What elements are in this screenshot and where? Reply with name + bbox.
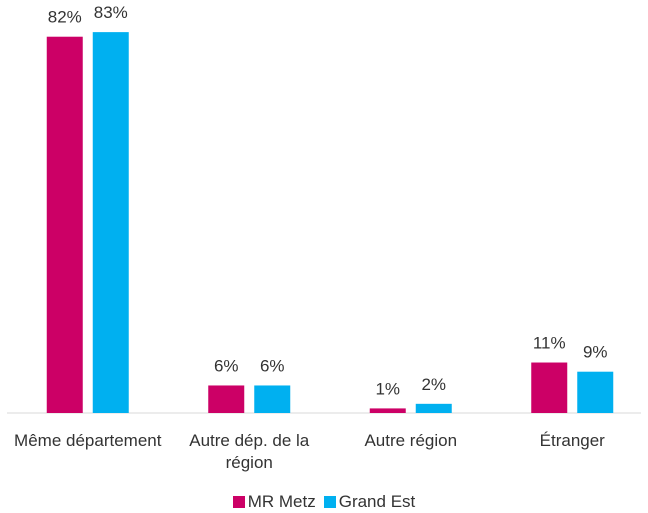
value-label: 2% (421, 375, 446, 394)
x-tick-label: Même département (14, 431, 162, 450)
legend-item: Grand Est (323, 492, 416, 512)
legend-swatch (323, 496, 336, 508)
bar (531, 362, 568, 413)
value-label: 82% (48, 8, 82, 27)
value-label: 11% (533, 334, 566, 353)
legend: MR Metz Grand Est (0, 492, 648, 512)
bar (92, 32, 129, 413)
bar (46, 36, 83, 413)
bar (254, 385, 291, 413)
legend-item: MR Metz (232, 492, 316, 512)
x-tick-label: Étranger (539, 431, 605, 450)
value-label: 6% (214, 356, 239, 375)
value-label: 6% (260, 356, 285, 375)
bar (577, 371, 614, 413)
bar (208, 385, 245, 413)
value-label: 9% (583, 343, 608, 362)
bar (415, 403, 452, 413)
legend-swatch (232, 496, 245, 508)
bar (369, 408, 406, 413)
legend-label: MR Metz (247, 492, 316, 511)
value-label: 1% (375, 379, 400, 398)
legend-label: Grand Est (338, 492, 416, 511)
x-tick-label: Autre région (364, 431, 458, 450)
x-tick-label: Autre dép. de la région (189, 431, 310, 472)
value-label: 83% (94, 3, 128, 22)
